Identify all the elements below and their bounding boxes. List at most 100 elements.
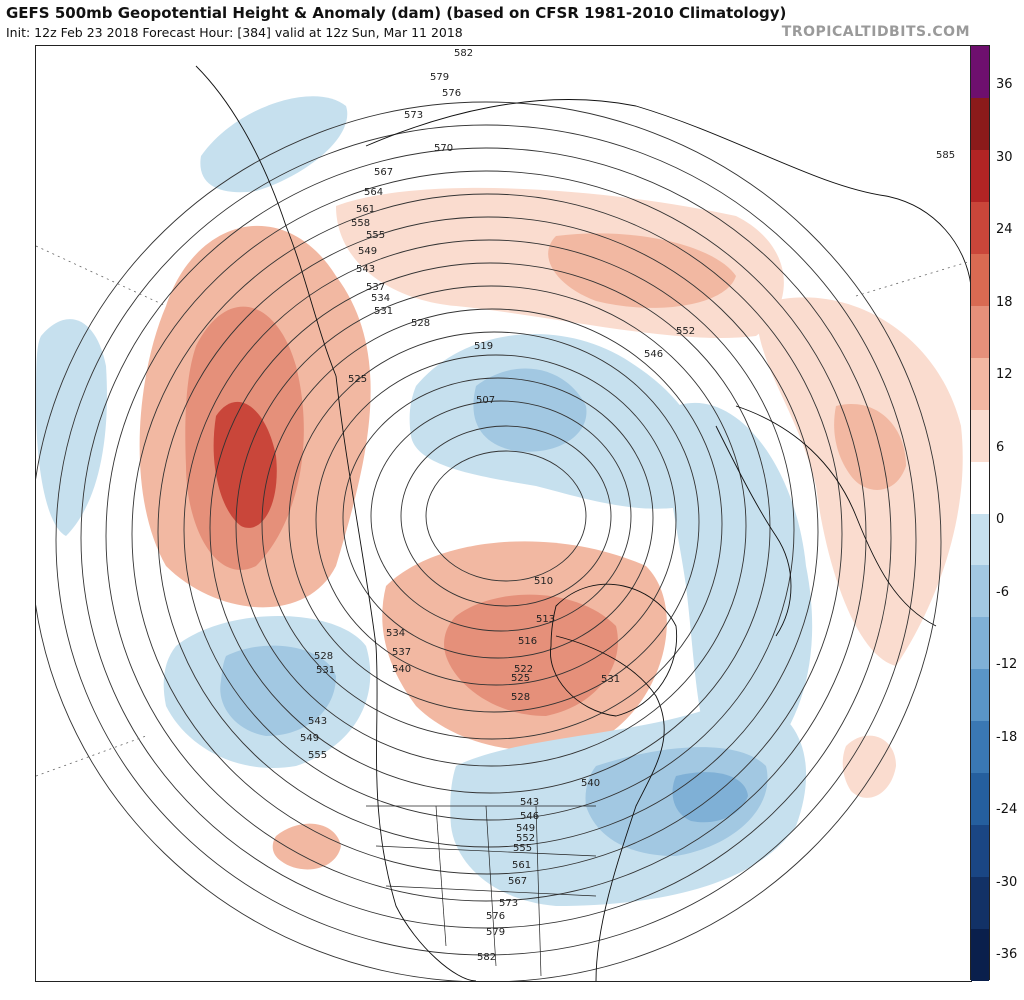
contour-label: 528 (511, 692, 530, 703)
contour-label: 579 (486, 927, 505, 938)
coast-north-america-east (555, 635, 665, 981)
colorbar-tick-label: 6 (996, 439, 1005, 455)
colorbar-segment (971, 357, 989, 411)
colorbar-segment (971, 513, 989, 566)
anomaly-siberia-core (548, 233, 736, 308)
contour-label: 543 (308, 716, 327, 727)
contour-label: 525 (511, 673, 530, 684)
contour-label: 546 (520, 811, 539, 822)
contour-label: 519 (474, 341, 493, 352)
coast-alaska (195, 65, 337, 377)
contour-label-group: 582 579 576 573 570 567 564 561 558 555 … (300, 48, 955, 963)
anomaly-colorbar (970, 45, 990, 982)
contour-label: 528 (314, 651, 333, 662)
anomaly-europe-core (834, 404, 906, 490)
contour-label: 561 (512, 860, 531, 871)
colorbar-segment (971, 201, 989, 255)
colorbar-tick-label: -18 (996, 729, 1018, 745)
brand-watermark: TROPICALTIDBITS.COM (781, 24, 970, 40)
colorbar-segment (971, 253, 989, 307)
graticule (36, 245, 971, 777)
contour-label: 552 (516, 833, 535, 844)
anomaly-canada-core (444, 594, 618, 716)
contour-label: 546 (644, 349, 663, 360)
contour-label: 585 (936, 150, 955, 161)
contour-label: 567 (374, 167, 393, 178)
contour-label: 549 (516, 823, 535, 834)
contour-label: 549 (300, 733, 319, 744)
anomaly-ne-pacific-peak (213, 401, 277, 528)
colorbar-segment (971, 669, 989, 722)
colorbar-tick-label: -30 (996, 874, 1018, 890)
coastlines (195, 65, 971, 981)
contour-label: 582 (454, 48, 473, 59)
contour-label: 507 (476, 395, 495, 406)
contour-label: 558 (351, 218, 370, 229)
contour-label: 555 (308, 750, 327, 761)
map-subtitle: Init: 12z Feb 23 2018 Forecast Hour: [38… (6, 25, 463, 40)
colorbar-segment (971, 617, 989, 670)
contour-label: 531 (601, 674, 620, 685)
height-contours (36, 101, 942, 981)
contour-label: 543 (520, 797, 539, 808)
contour-label: 573 (404, 110, 423, 121)
contour-label: 582 (477, 952, 496, 963)
contour-label: 513 (536, 614, 555, 625)
colorbar-tick-label: 24 (996, 222, 1013, 237)
us-borders (366, 805, 597, 977)
contour-label: 531 (374, 306, 393, 317)
contour-label: 537 (366, 282, 385, 293)
coast-north-america-west (335, 375, 477, 981)
contour-label: 528 (411, 318, 430, 329)
colorbar-segment (971, 409, 989, 463)
colorbar-segment (971, 305, 989, 359)
contour-label: 549 (358, 246, 377, 257)
colorbar-segment (971, 565, 989, 618)
anomaly-gulf-alaska-core (220, 645, 336, 736)
colorbar-segment (971, 149, 989, 203)
colorbar-segment (971, 46, 989, 99)
anomaly-eastern-us-peak (672, 772, 748, 823)
contour-label: 522 (514, 664, 533, 675)
contour-label: 534 (386, 628, 405, 639)
colorbar-tick-label: -24 (996, 802, 1018, 817)
anomaly-greenland-sea (667, 402, 813, 786)
colorbar-segment (971, 929, 989, 982)
negative-anomaly-shading (36, 96, 813, 906)
contour-label: 570 (434, 143, 453, 154)
coast-asia (365, 99, 971, 287)
coast-europe (735, 405, 937, 627)
map-title: GEFS 500mb Geopotential Height & Anomaly… (6, 4, 787, 22)
contour-label: 567 (508, 876, 527, 887)
contour-label: 516 (518, 636, 537, 647)
contour-label: 540 (581, 778, 600, 789)
contour-label: 552 (676, 326, 695, 337)
anomaly-atlantic (842, 735, 896, 798)
anomaly-central-pacific (36, 319, 107, 536)
colorbar-segment (971, 877, 989, 930)
map-canvas: 582 579 576 573 570 567 564 561 558 555 … (36, 48, 971, 981)
contour-label: 579 (430, 72, 449, 83)
colorbar-tick-label: -6 (996, 584, 1009, 600)
colorbar-tick-label: 12 (996, 367, 1013, 382)
contour-label: 573 (499, 898, 518, 909)
contour-label: 537 (392, 647, 411, 658)
contour-label: 525 (348, 374, 367, 385)
anomaly-bering (200, 96, 348, 193)
colorbar-segment (971, 461, 989, 514)
contour-label: 576 (442, 88, 461, 99)
anomaly-baja (272, 823, 341, 870)
polar-map[interactable]: 582 579 576 573 570 567 564 561 558 555 … (35, 45, 972, 982)
colorbar-tick-label: 36 (996, 77, 1013, 92)
colorbar-tick-label: 30 (996, 149, 1013, 165)
colorbar-segment (971, 721, 989, 774)
colorbar-segment (971, 825, 989, 878)
contour-label: 561 (356, 204, 375, 215)
colorbar-tick-label: 18 (996, 294, 1013, 310)
contour-label: 534 (371, 293, 390, 304)
contour-label: 540 (392, 664, 411, 675)
colorbar-segment (971, 773, 989, 826)
colorbar-tick-label: -36 (996, 947, 1018, 962)
contour-label: 576 (486, 911, 505, 922)
colorbar-segment (971, 97, 989, 151)
